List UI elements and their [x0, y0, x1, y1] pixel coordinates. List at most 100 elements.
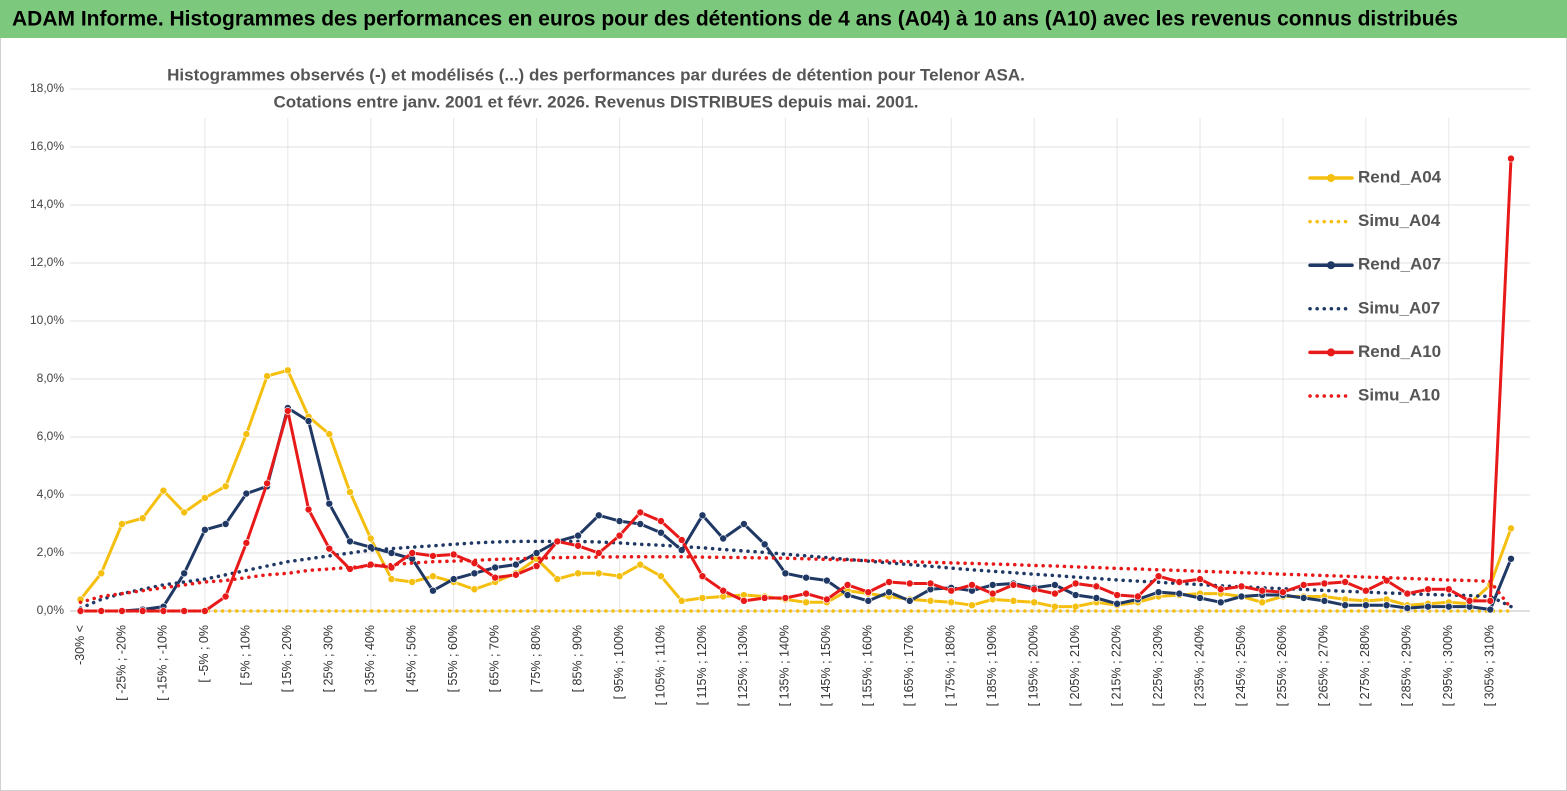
point	[947, 598, 956, 607]
legend-label: Rend_A04	[1358, 167, 1442, 186]
point	[781, 569, 790, 578]
point	[1507, 154, 1515, 163]
point	[387, 549, 396, 557]
point	[263, 479, 271, 488]
x-tick-label: [ 285% ; 290%	[1400, 625, 1414, 706]
x-tick-label: [ 55% ; 60%	[446, 625, 460, 692]
point	[574, 531, 582, 540]
point	[885, 588, 893, 596]
point	[1216, 598, 1225, 607]
simulated-line	[78, 539, 1513, 610]
x-tick-label: [ 265% ; 270%	[1317, 625, 1331, 706]
point	[1362, 601, 1370, 610]
point	[968, 581, 976, 589]
point	[118, 607, 126, 615]
point	[553, 537, 562, 546]
point	[698, 511, 707, 520]
point	[615, 572, 624, 581]
point	[1071, 591, 1080, 599]
x-tick-label: [ 275% ; 280%	[1358, 625, 1372, 706]
point	[1092, 594, 1101, 602]
point	[740, 597, 748, 605]
point	[180, 569, 188, 578]
point	[159, 607, 168, 615]
x-tick-label: [ -25% ; -20%	[114, 625, 128, 701]
point	[1258, 586, 1267, 595]
point	[1113, 591, 1121, 599]
observed-line	[79, 368, 1513, 609]
point	[988, 581, 997, 589]
x-tick-label: [ 125% ; 130%	[736, 625, 750, 706]
point	[802, 598, 810, 607]
legend-marker	[1327, 261, 1335, 270]
point	[512, 560, 520, 569]
point	[760, 540, 769, 549]
point	[1320, 597, 1329, 605]
point	[574, 541, 582, 550]
point	[387, 575, 396, 583]
point	[740, 520, 748, 528]
point	[1382, 601, 1391, 610]
point	[636, 520, 645, 528]
point	[429, 552, 437, 560]
point	[802, 573, 810, 582]
y-tick-label: 6,0%	[37, 429, 65, 443]
point	[304, 505, 313, 514]
point	[1175, 578, 1184, 586]
header-bar	[0, 0, 1567, 38]
x-tick-label: [ 145% ; 150%	[819, 625, 833, 706]
y-tick-label: 12,0%	[30, 255, 64, 269]
point	[532, 562, 541, 570]
y-tick-label: 14,0%	[30, 197, 64, 211]
point	[926, 597, 935, 605]
point	[1134, 592, 1142, 601]
point	[1009, 581, 1018, 589]
point	[1113, 599, 1121, 608]
point	[512, 570, 520, 579]
point	[242, 539, 251, 547]
legend-label: Simu_A04	[1358, 211, 1441, 230]
point	[491, 563, 499, 572]
x-tick-label: [ 135% ; 140%	[778, 625, 792, 706]
point	[449, 550, 458, 559]
point	[968, 601, 976, 610]
point	[698, 594, 707, 602]
point	[470, 569, 479, 578]
x-tick-label: [ 305% ; 310%	[1483, 625, 1497, 706]
point	[1445, 585, 1453, 594]
point	[221, 482, 230, 491]
point	[97, 607, 106, 615]
x-tick-label: -30% <	[73, 625, 87, 665]
point	[677, 546, 686, 554]
point	[221, 592, 230, 601]
point	[180, 607, 188, 615]
point	[594, 511, 603, 520]
point	[284, 407, 292, 415]
point	[1051, 602, 1059, 611]
point	[553, 575, 562, 583]
y-tick-label: 10,0%	[30, 313, 64, 327]
point	[1154, 572, 1163, 581]
point	[76, 607, 85, 615]
point	[1092, 582, 1101, 591]
x-tick-label: [ 75% ; 80%	[529, 625, 543, 692]
point	[719, 586, 727, 595]
point	[304, 417, 313, 425]
point	[885, 578, 893, 586]
point	[843, 591, 852, 599]
x-tick-label: [ -5% ; 0%	[197, 625, 211, 683]
point	[615, 517, 624, 525]
point	[408, 549, 417, 557]
simulated-line	[78, 555, 1513, 610]
x-tick-label: [ 5% ; 10%	[239, 625, 253, 685]
point	[657, 572, 665, 581]
x-tick-label: [ 225% ; 230%	[1151, 625, 1165, 706]
point	[366, 534, 375, 543]
point	[1486, 605, 1495, 614]
chart-title: Histogrammes observés (-) et modélisés (…	[167, 65, 1025, 84]
point	[346, 488, 354, 496]
y-tick-label: 16,0%	[30, 139, 64, 153]
header-title: ADAM Informe. Histogrammes des performan…	[12, 8, 1458, 31]
point	[719, 534, 727, 543]
